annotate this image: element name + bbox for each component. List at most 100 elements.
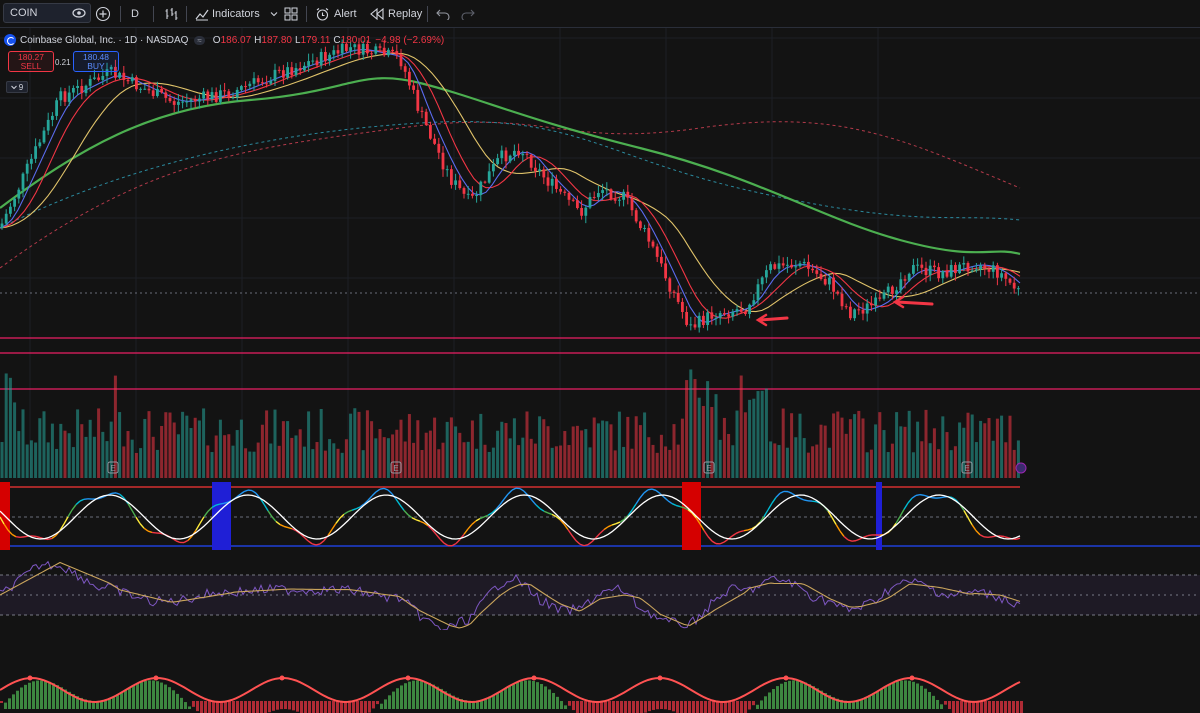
volume-bar (697, 397, 701, 478)
candle-body (479, 181, 483, 195)
candle-body (857, 309, 861, 311)
macd-histogram-bar (440, 688, 443, 709)
macd-cross-dot (531, 675, 537, 681)
oscillator-segment (559, 519, 565, 525)
symbol-search-input[interactable]: COIN (3, 3, 91, 23)
oscillator-segment (643, 489, 649, 494)
macd-histogram-bar (236, 701, 239, 713)
candle-body (996, 265, 999, 278)
volume-bar (8, 377, 12, 478)
undo-icon[interactable] (436, 4, 450, 24)
macd-histogram-bar (608, 701, 611, 713)
macd-canvas[interactable] (0, 645, 1200, 713)
volume-bar (794, 437, 798, 478)
interval-button[interactable]: D (131, 8, 139, 20)
oscillator-segment (855, 538, 861, 542)
add-symbol-icon[interactable] (95, 4, 111, 24)
macd-histogram-bar (444, 691, 447, 709)
volume-bar (521, 437, 525, 478)
bar-type-icon[interactable] (163, 4, 179, 24)
volume-bar (617, 411, 621, 478)
volume-bar (290, 437, 294, 478)
oscillator-pane[interactable] (0, 480, 1200, 552)
oscillator-segment (639, 492, 645, 499)
candle-body (920, 264, 924, 268)
indicators-collapse-button[interactable]: 9 (6, 81, 28, 93)
candle-body (395, 51, 399, 55)
candle-body (101, 75, 105, 80)
rsi-canvas[interactable] (0, 560, 1200, 630)
indicators-button[interactable]: Indicators (195, 4, 278, 24)
candle-body (130, 77, 134, 82)
candle-body (962, 263, 966, 265)
candle-body (261, 82, 264, 84)
oscillator-segment (99, 496, 105, 499)
macd-histogram-bar (396, 688, 399, 709)
macd-cross-dot (153, 675, 159, 681)
volume-bar (445, 421, 449, 478)
candle-body (164, 92, 168, 98)
oscillator-segment (495, 504, 501, 510)
candle-body (80, 85, 84, 94)
buy-button[interactable]: 180.48 BUY (73, 51, 119, 72)
candle-body (202, 91, 205, 99)
candle-body (849, 306, 852, 319)
macd-histogram-bar (376, 701, 379, 705)
volume-bar (865, 452, 869, 478)
alert-button[interactable]: Alert (315, 4, 357, 24)
oscillator-segment (607, 524, 613, 528)
volume-bar (197, 420, 201, 478)
candle-body (156, 88, 159, 96)
candle-body (235, 89, 239, 98)
volume-bar (92, 436, 96, 478)
replay-button[interactable]: Replay (370, 4, 422, 24)
macd-histogram-bar (804, 682, 807, 709)
candle-body (193, 99, 197, 102)
chevron-down-icon[interactable] (270, 10, 278, 18)
volume-bar (466, 441, 470, 478)
templates-grid-icon[interactable] (284, 4, 298, 24)
candle-body (639, 221, 642, 229)
oscillator-segment (471, 520, 477, 525)
candle-body (651, 241, 655, 247)
oscillator-segment (467, 523, 473, 530)
macd-histogram-bar (276, 701, 279, 710)
macd-histogram-bar (392, 691, 395, 709)
redo-icon[interactable] (461, 4, 475, 24)
volume-bar (643, 412, 647, 478)
macd-histogram-bar (84, 699, 87, 709)
macd-histogram-bar (428, 682, 431, 709)
macd-histogram-bar (248, 701, 251, 713)
candle-body (118, 72, 121, 78)
rsi-pane[interactable] (0, 560, 1200, 630)
ema-mid-line (0, 50, 1021, 319)
macd-pane[interactable] (0, 645, 1200, 713)
oscillator-canvas[interactable] (0, 480, 1200, 552)
earnings-marker-label: E (706, 464, 711, 473)
volume-bar (722, 417, 726, 478)
candle-body (51, 115, 54, 120)
oscillator-segment (15, 536, 21, 539)
candle-body (30, 158, 33, 164)
volume-bar (428, 430, 432, 478)
volume-bar (382, 437, 386, 478)
oscillator-segment (211, 504, 217, 509)
eye-icon[interactable] (71, 6, 87, 20)
volume-bar (622, 446, 626, 478)
sell-button[interactable]: 180.27 SELL (8, 51, 54, 72)
oscillator-segment (119, 493, 125, 499)
macd-histogram-bar (832, 697, 835, 709)
candle-body (147, 88, 151, 91)
macd-histogram-bar (988, 701, 991, 713)
volume-bar (412, 442, 416, 478)
macd-histogram-bar (456, 697, 459, 709)
volume-bar (386, 438, 390, 478)
macd-histogram-bar (604, 701, 607, 713)
oscillator-segment (299, 533, 305, 538)
oscillator-segment (3, 523, 9, 531)
oscillator-segment (831, 517, 837, 525)
candle-body (353, 44, 357, 48)
